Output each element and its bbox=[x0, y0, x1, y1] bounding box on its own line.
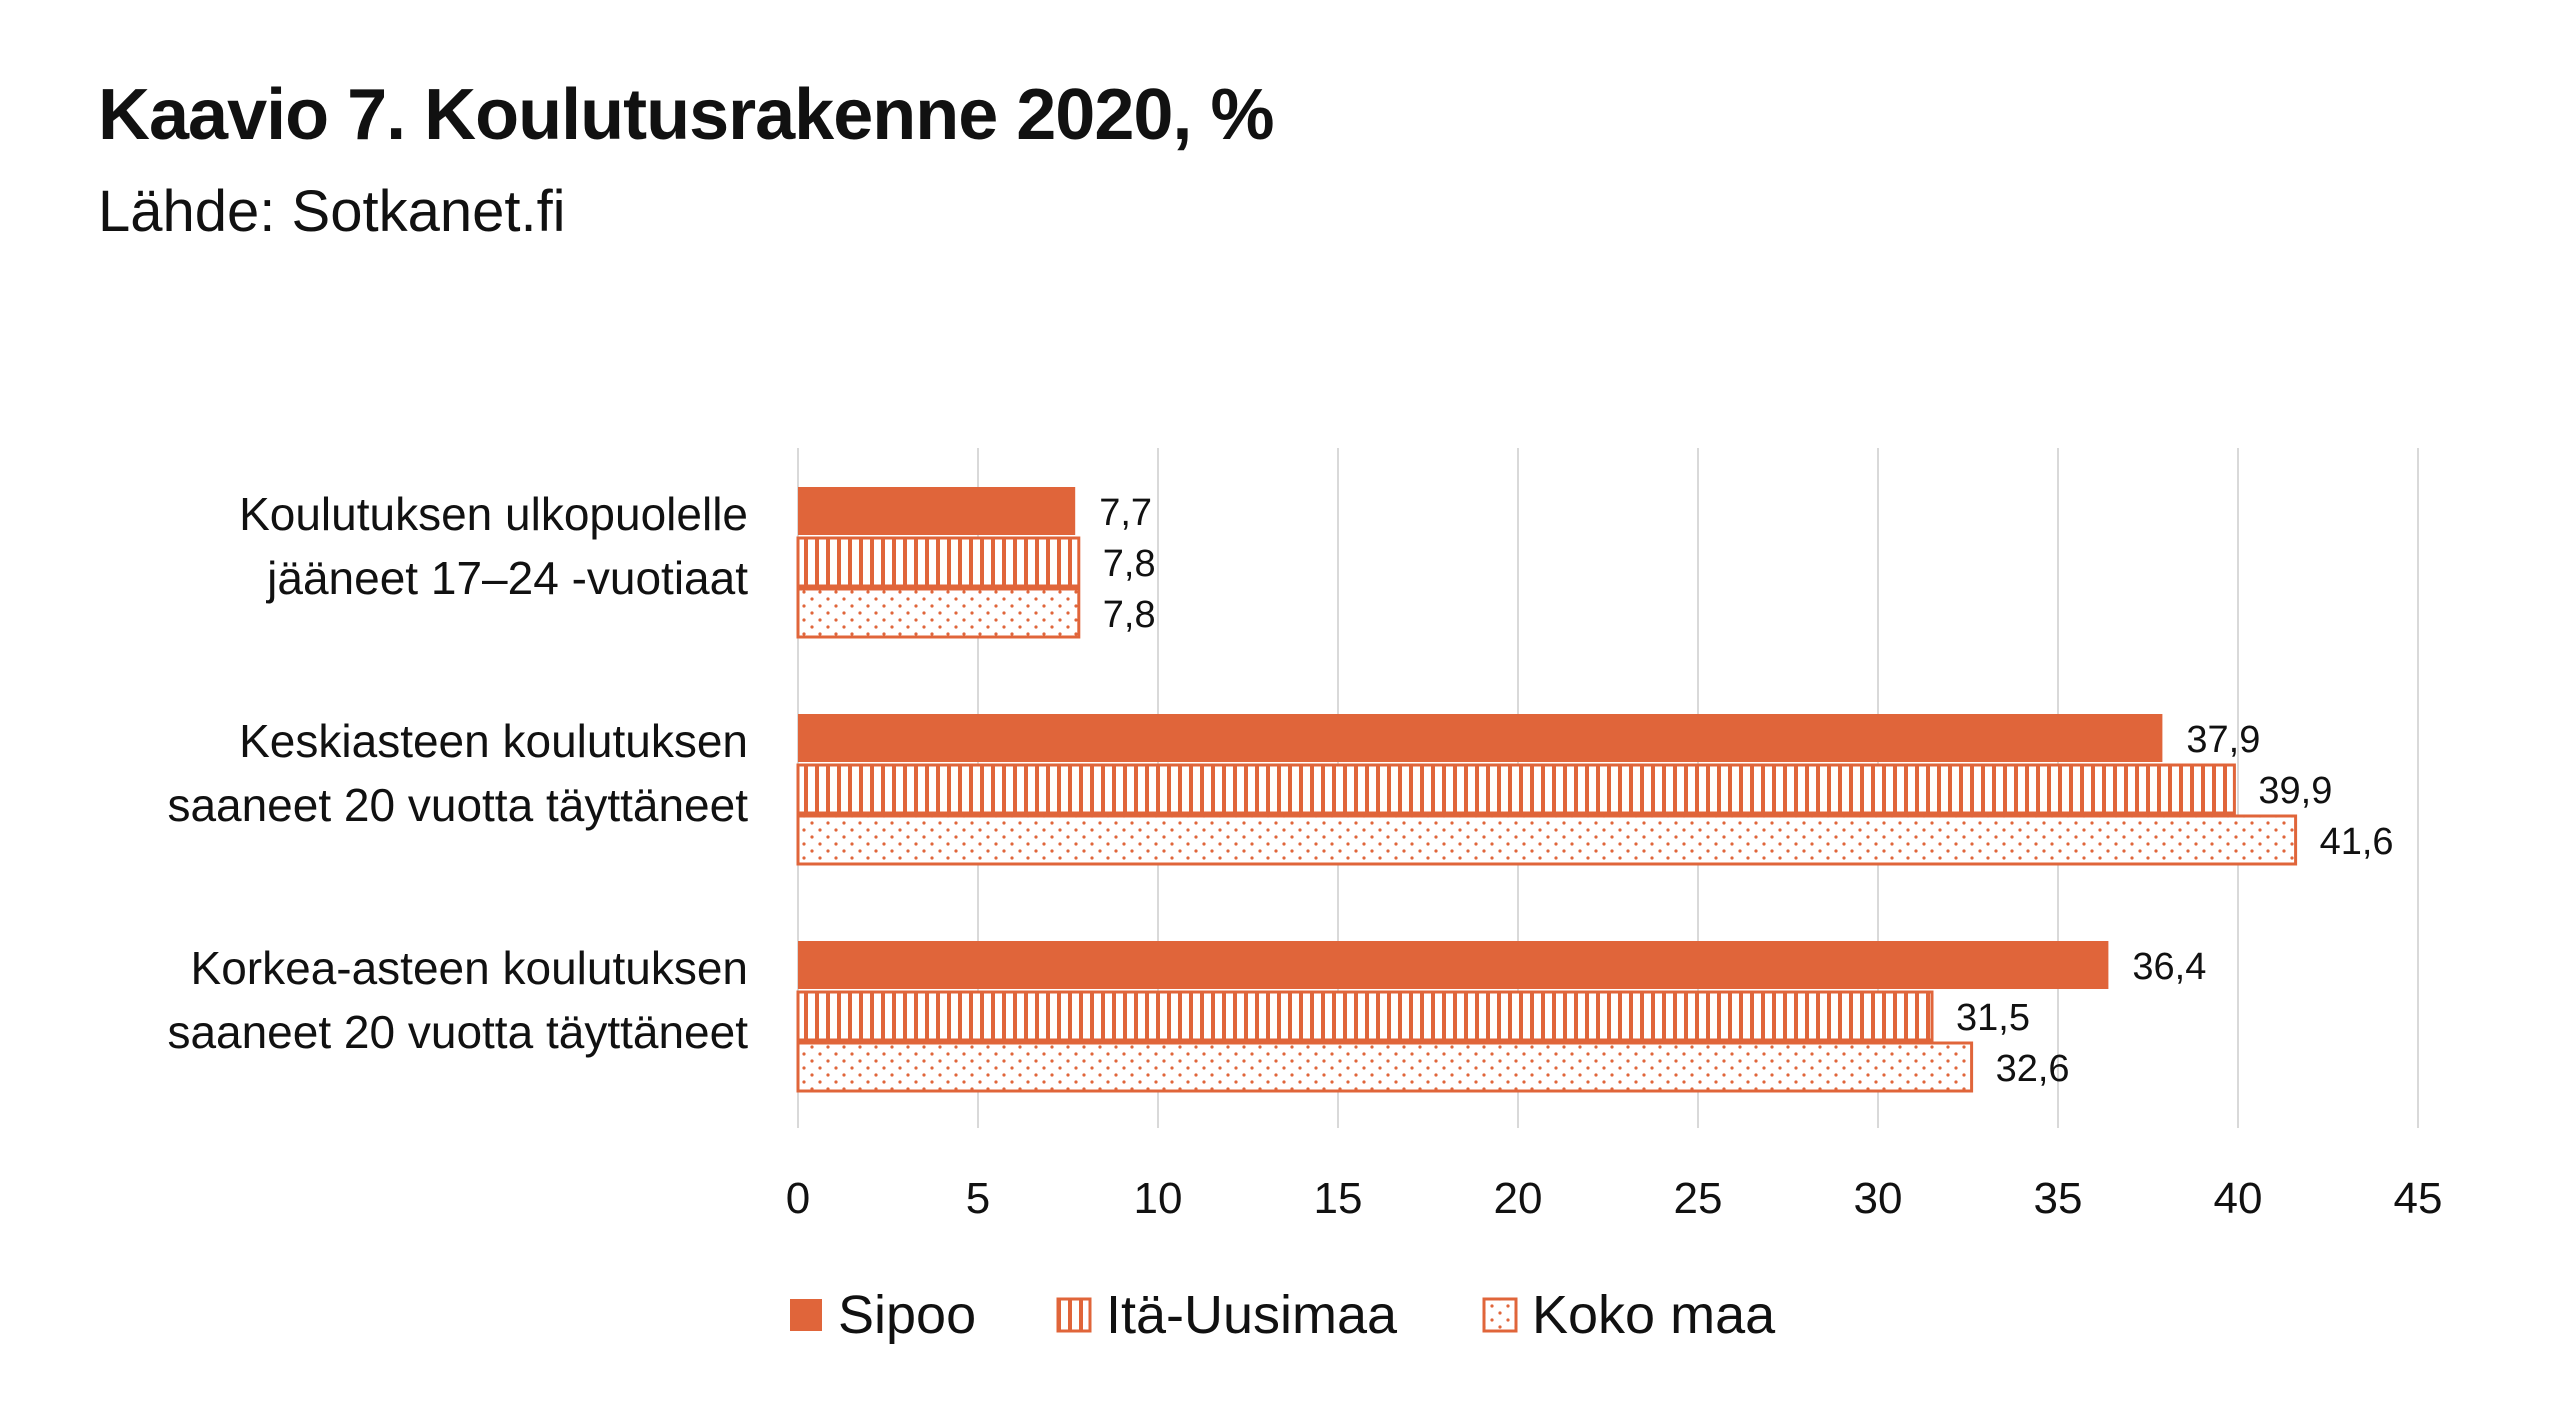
x-tick-label: 0 bbox=[786, 1174, 810, 1223]
legend-label: Itä-Uusimaa bbox=[1106, 1285, 1398, 1345]
bar-koko-maa-0 bbox=[796, 587, 1081, 639]
category-label: Koulutuksen ulkopuolelle bbox=[239, 488, 748, 540]
legend: Sipoo Itä-Uusimaa Koko maa bbox=[790, 1285, 1776, 1345]
category-label: Keskiasteen koulutuksen bbox=[239, 715, 748, 767]
x-tick-label: 30 bbox=[1854, 1174, 1903, 1223]
bar-sipoo-0 bbox=[798, 487, 1076, 535]
legend-swatch-0 bbox=[790, 1299, 822, 1331]
data-label: 37,9 bbox=[2186, 719, 2260, 761]
bar-sipoo-1 bbox=[798, 714, 2163, 762]
bar-sipoo-2 bbox=[798, 941, 2109, 989]
x-tick-label: 20 bbox=[1494, 1174, 1543, 1223]
data-label: 7,8 bbox=[1103, 543, 1156, 585]
x-tick-label: 45 bbox=[2394, 1174, 2443, 1223]
x-tick-label: 25 bbox=[1674, 1174, 1723, 1223]
data-label: 36,4 bbox=[2132, 946, 2206, 988]
data-label: 39,9 bbox=[2258, 770, 2332, 812]
legend-swatch-1 bbox=[1056, 1297, 1092, 1333]
category-label: saaneet 20 vuotta täyttäneet bbox=[167, 779, 748, 831]
labels: 0 5 10 15 20 25 30 35 40 45 7,7 7,8 7,8 Koulutuksen u… bbox=[167, 488, 2442, 1223]
data-label: 7,7 bbox=[1099, 492, 1152, 534]
legend-swatch-2 bbox=[1482, 1297, 1518, 1333]
x-tick-label: 10 bbox=[1134, 1174, 1183, 1223]
category-label: Korkea-asteen koulutuksen bbox=[191, 942, 748, 994]
bar-it-uusimaa-2 bbox=[796, 990, 1934, 1042]
data-label: 7,8 bbox=[1103, 594, 1156, 636]
legend-label: Sipoo bbox=[838, 1285, 976, 1345]
bars bbox=[796, 487, 2298, 1093]
x-tick-label: 5 bbox=[966, 1174, 990, 1223]
x-tick-label: 35 bbox=[2034, 1174, 2083, 1223]
x-tick-label: 15 bbox=[1314, 1174, 1363, 1223]
bar-koko-maa-1 bbox=[796, 814, 2298, 866]
bar-koko-maa-2 bbox=[796, 1041, 1974, 1093]
data-label: 32,6 bbox=[1996, 1048, 2070, 1090]
data-label: 41,6 bbox=[2320, 821, 2394, 863]
category-label: jääneet 17–24 -vuotiaat bbox=[265, 552, 748, 604]
bar-it-uusimaa-0 bbox=[796, 536, 1081, 588]
bar-it-uusimaa-1 bbox=[796, 763, 2236, 815]
chart-title: Kaavio 7. Koulutusrakenne 2020, % bbox=[98, 75, 1274, 155]
category-label: saaneet 20 vuotta täyttäneet bbox=[167, 1006, 748, 1058]
data-label: 31,5 bbox=[1956, 997, 2030, 1039]
x-tick-label: 40 bbox=[2214, 1174, 2263, 1223]
legend-label: Koko maa bbox=[1532, 1285, 1776, 1345]
chart-subtitle: Lähde: Sotkanet.fi bbox=[98, 179, 566, 244]
